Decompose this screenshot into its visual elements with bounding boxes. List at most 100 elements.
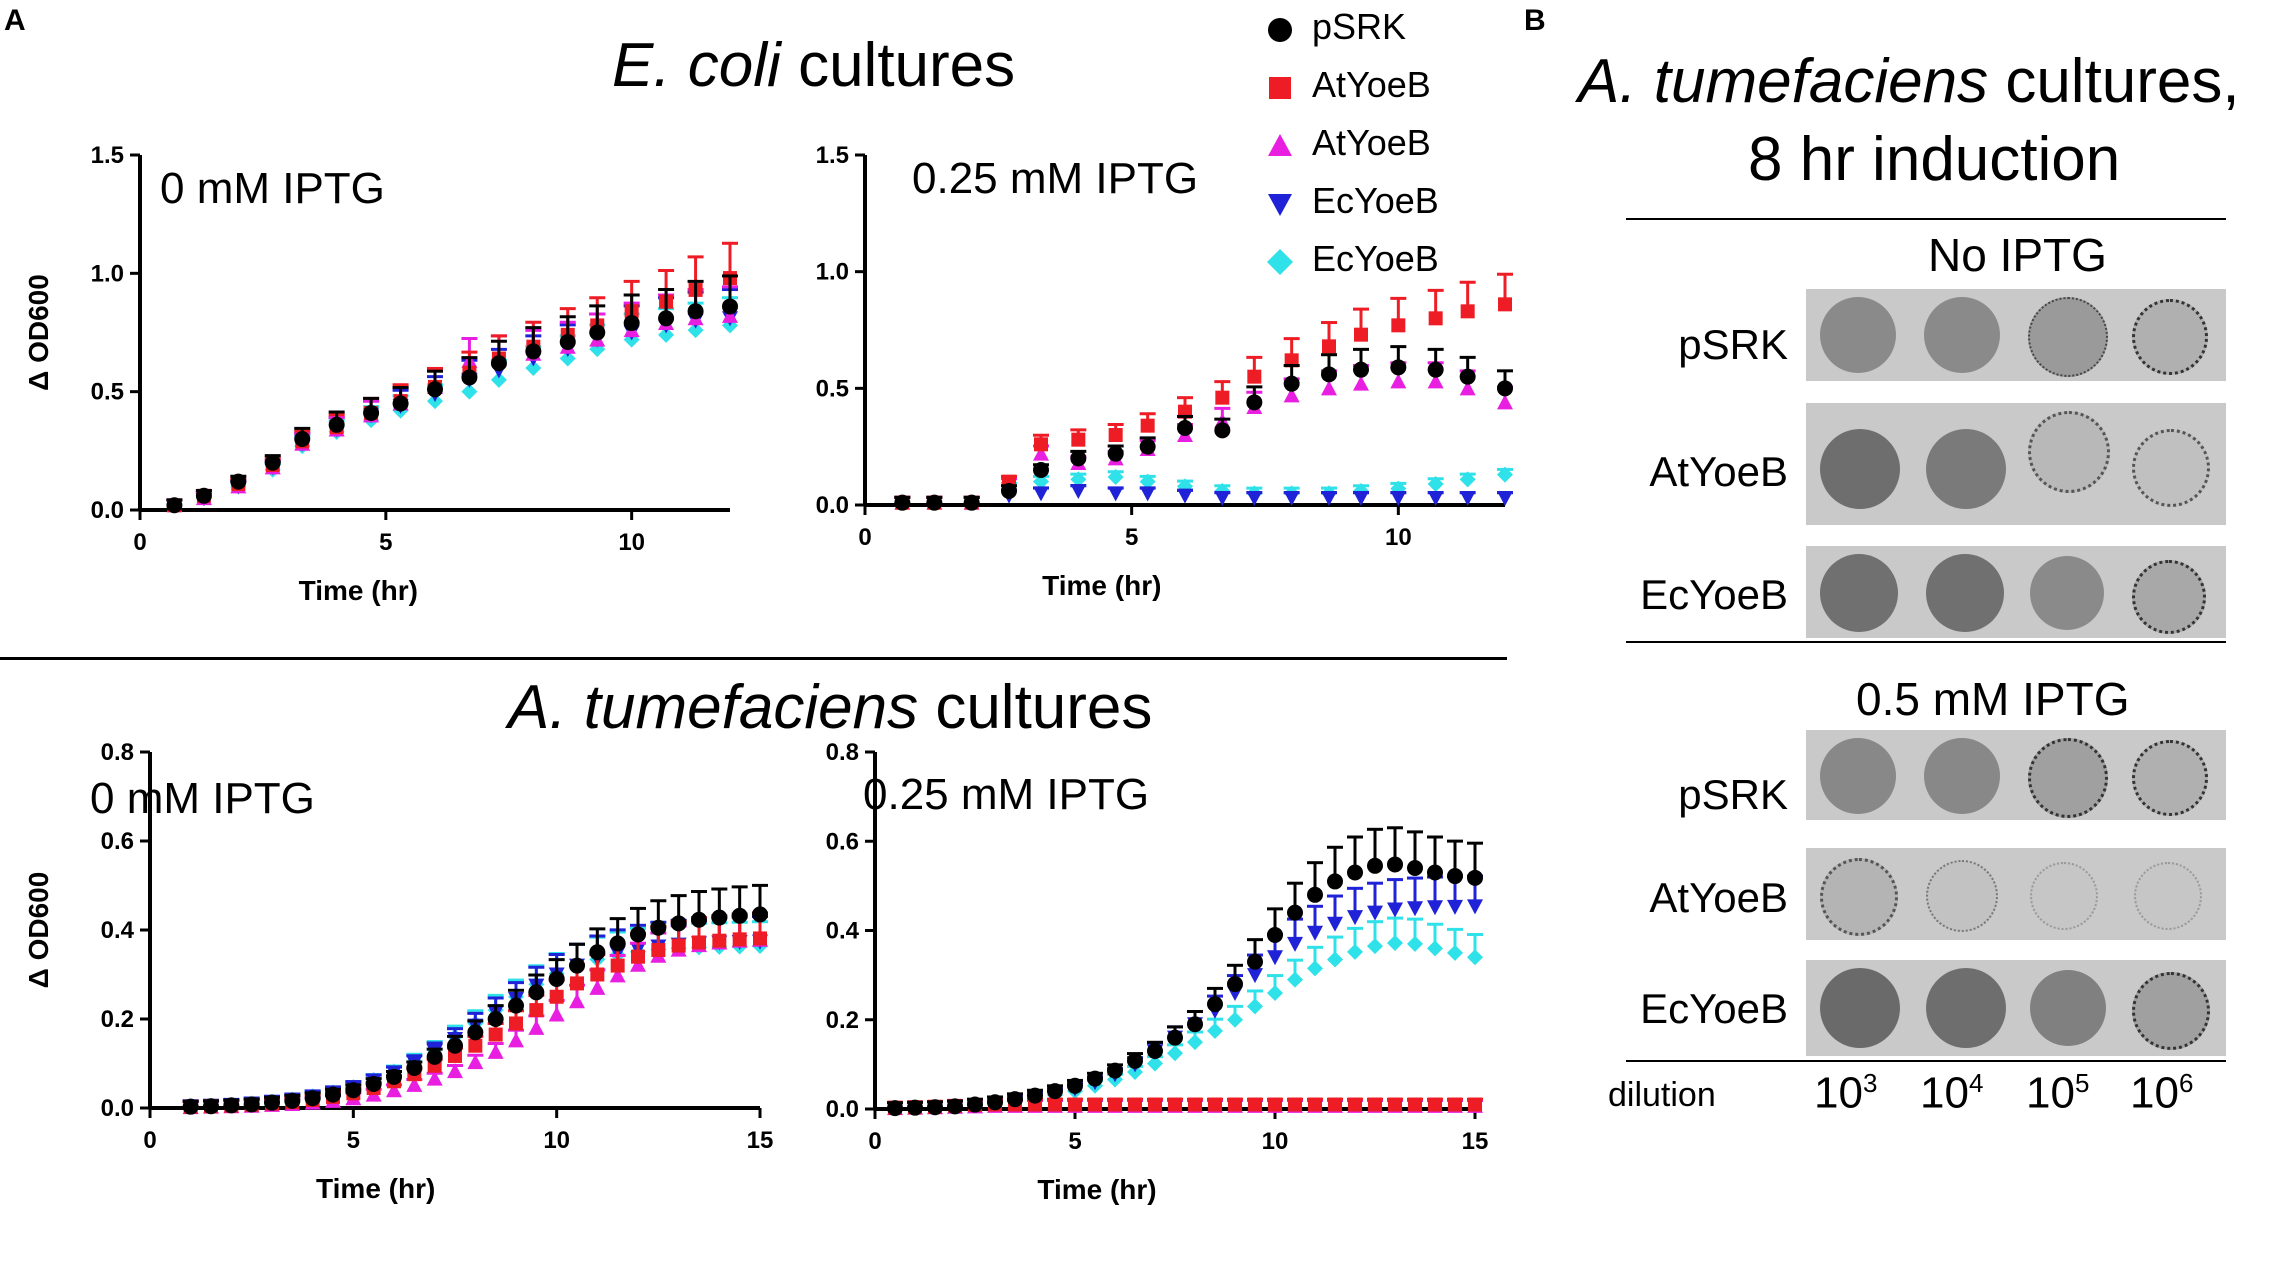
legend-label: AtYoeB [1312,64,1431,105]
data-point [907,1099,923,1116]
data-point [732,932,747,947]
data-point [1408,1097,1422,1112]
data-point [1390,491,1407,506]
data-point [1287,971,1303,988]
data-point [1247,998,1263,1015]
data-point [559,333,576,350]
data-point [1227,976,1243,993]
colony-spot [2132,560,2206,634]
y-tick-label: 0.6 [826,828,859,855]
condition-label-05mm-iptg: 0.5 mM IPTG [1856,673,2130,725]
x-axis-label: Time (hr) [1042,570,1161,601]
y-tick-label: 0.0 [816,492,849,519]
data-point [1459,368,1476,385]
colony-spot [2028,297,2108,377]
data-point [1367,905,1383,921]
data-point [570,976,584,991]
data-point [386,1068,402,1085]
data-point [304,1090,321,1107]
data-point [987,1094,1003,1111]
colony-spot [2030,970,2106,1046]
data-point [1427,940,1443,957]
data-point [1307,886,1323,903]
data-point [392,395,409,412]
y-tick-label: 0.4 [101,917,135,944]
plate-strip-iptg-atyoeb [1806,848,2226,940]
data-point [1459,380,1476,396]
data-point [1001,483,1017,499]
plate-strip-iptg-ecyoeb [1806,960,2226,1056]
data-point [589,944,606,961]
data-point [1287,904,1303,921]
data-point [1067,1077,1083,1094]
plate-strip-iptg-psrk [1806,730,2226,820]
data-point [1167,1045,1183,1062]
data-point [1427,864,1443,881]
colony-spot [2028,738,2108,818]
data-point [1140,418,1155,433]
legend-label: AtYoeB [1312,122,1431,163]
data-point [1390,373,1407,389]
ecoli-title-rest: cultures [780,31,1016,100]
data-point [528,1019,545,1035]
data-point [1047,1083,1063,1100]
x-axis-label: Time (hr) [1037,1174,1156,1205]
data-point [1247,968,1263,984]
chart-title: 0 mM IPTG [90,774,315,823]
panel-b-title-line1: A. tumefaciens cultures, [1578,46,2240,117]
legend-label: EcYoeB [1312,180,1439,221]
data-point [1497,380,1513,397]
data-point [1108,1097,1122,1112]
y-tick-label: 1.5 [91,142,124,169]
chart-ecoli-025mm: 0.25 mM IPTG 0.0 0.5 1.0 1.5 0 5 10 Time (hr) [816,142,1513,601]
ecoli-section-title: E. coli cultures [612,30,1015,101]
data-point [548,970,565,987]
data-point [691,911,707,928]
series-0 [182,883,768,1115]
chart-agro-025mm: 0.25 mM IPTG 0.0 0.2 0.4 0.6 0.8 0 5 10 15 Time (h… [826,739,1489,1205]
data-point [223,1097,240,1114]
data-point [386,1082,402,1098]
data-point [1460,304,1475,319]
data-point [1268,1097,1282,1112]
data-point [1087,1070,1103,1087]
dilution-exp: 6 [2178,1068,2194,1098]
data-point [328,416,345,433]
data-point [461,383,478,400]
data-point [1148,1097,1162,1112]
chart-title: 0.25 mM IPTG [863,770,1149,819]
data-point [1207,1022,1223,1039]
colony-spot [1926,554,2004,632]
data-point [1498,297,1512,312]
data-point [508,997,524,1014]
data-point [1071,432,1086,447]
data-point [1353,361,1369,378]
data-point [1207,996,1223,1013]
data-point [284,1092,301,1109]
data-point [525,343,542,360]
data-point [1328,1097,1342,1112]
data-point [1228,1097,1242,1112]
data-point [1307,960,1323,977]
data-point [610,958,625,973]
plate-row-label: pSRK [1678,321,1788,368]
data-point [1427,476,1444,492]
data-point [590,967,605,982]
data-point [1327,951,1343,968]
data-point [609,935,626,952]
colony-spot [2134,862,2202,930]
y-tick-label: 0.8 [826,739,859,766]
ecoli-title-italic: E. coli [612,31,781,100]
x-tick-label: 5 [347,1127,360,1154]
data-point [1447,899,1463,915]
data-point [230,473,247,490]
y-tick-label: 0.2 [826,1007,859,1034]
data-point [426,1048,443,1065]
y-tick-label: 0.5 [91,379,124,406]
data-point [406,1059,423,1076]
data-point [1427,491,1444,506]
data-point [589,341,606,358]
data-point [363,404,380,421]
data-point [548,1006,565,1022]
data-point [609,967,626,983]
